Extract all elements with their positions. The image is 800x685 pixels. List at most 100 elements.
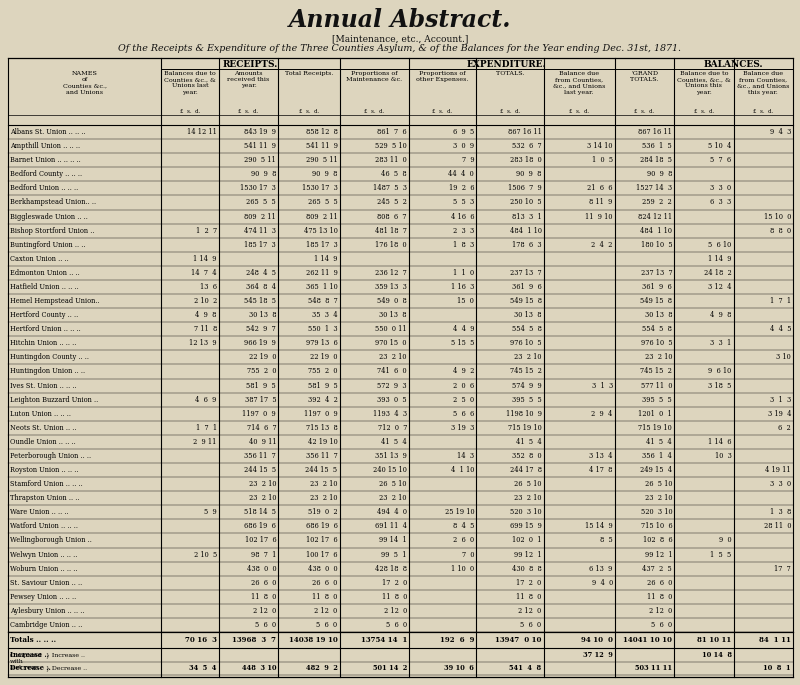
- Text: 5  6  0: 5 6 0: [386, 621, 407, 629]
- Text: 4  9  8: 4 9 8: [195, 311, 217, 319]
- Text: 30 13  8: 30 13 8: [514, 311, 542, 319]
- Text: 3 19  4: 3 19 4: [767, 410, 791, 418]
- Text: 11  8  0: 11 8 0: [516, 593, 542, 601]
- Text: Barnet Union .. .. .. ..: Barnet Union .. .. .. ..: [10, 156, 81, 164]
- Text: 84  1 11: 84 1 11: [759, 636, 791, 644]
- Text: 1  7  1: 1 7 1: [770, 297, 791, 305]
- Text: 290  5 11: 290 5 11: [245, 156, 276, 164]
- Text: 5  5  3: 5 5 3: [453, 199, 474, 206]
- Text: 2  9 11: 2 9 11: [194, 438, 217, 446]
- Text: 44  4  0: 44 4 0: [449, 171, 474, 178]
- Text: 46  5  8: 46 5 8: [382, 171, 407, 178]
- Text: 99  5  1: 99 5 1: [382, 551, 407, 558]
- Text: 9  4  0: 9 4 0: [591, 579, 613, 587]
- Text: Aylesbury Union .. .. ..: Aylesbury Union .. .. ..: [10, 607, 85, 615]
- Text: 21  6  6: 21 6 6: [587, 184, 613, 192]
- Text: RECEIPTS.: RECEIPTS.: [223, 60, 278, 68]
- Text: 824 12 11: 824 12 11: [638, 212, 672, 221]
- Text: 100 17  6: 100 17 6: [306, 551, 338, 558]
- Text: £  s.  d.: £ s. d.: [753, 109, 774, 114]
- Text: 3 12  4: 3 12 4: [708, 283, 732, 291]
- Text: 42 19 10: 42 19 10: [308, 438, 338, 446]
- Text: 13754 14  1: 13754 14 1: [361, 636, 407, 644]
- Text: 5 10  4: 5 10 4: [708, 142, 732, 150]
- Text: Berkhampstead Union.. ..: Berkhampstead Union.. ..: [10, 199, 96, 206]
- Text: 265  5  5: 265 5 5: [246, 199, 276, 206]
- Text: 2 12  0: 2 12 0: [253, 607, 276, 615]
- Text: 185 17  3: 185 17 3: [245, 240, 276, 249]
- Text: 1506  7  9: 1506 7 9: [508, 184, 542, 192]
- Text: 248  4  5: 248 4 5: [246, 269, 276, 277]
- Text: 2  4  2: 2 4 2: [591, 240, 613, 249]
- Text: 15 14  9: 15 14 9: [585, 523, 613, 530]
- Text: 180 10  5: 180 10 5: [641, 240, 672, 249]
- Text: Huntingdon County .. ..: Huntingdon County .. ..: [10, 353, 89, 362]
- Text: 5  6 10: 5 6 10: [708, 240, 732, 249]
- Text: Annual Abstract.: Annual Abstract.: [289, 8, 511, 32]
- Text: 2  3  3: 2 3 3: [453, 227, 474, 235]
- Text: £  s.  d.: £ s. d.: [364, 109, 385, 114]
- Text: 6 13  9: 6 13 9: [590, 564, 613, 573]
- Text: 577 11  0: 577 11 0: [641, 382, 672, 390]
- Text: 520  3 10: 520 3 10: [510, 508, 542, 516]
- Text: 541  4  8: 541 4 8: [510, 664, 542, 672]
- Text: 3 10: 3 10: [776, 353, 791, 362]
- Text: 970 15  0: 970 15 0: [375, 339, 407, 347]
- Text: 581  9  5: 581 9 5: [246, 382, 276, 390]
- Text: Bedford Union .. .. ..: Bedford Union .. .. ..: [10, 184, 78, 192]
- Text: 26  6  0: 26 6 0: [647, 579, 672, 587]
- Text: Ives St. Union .. .. ..: Ives St. Union .. .. ..: [10, 382, 77, 390]
- Text: 1197  0  9: 1197 0 9: [304, 410, 338, 418]
- Text: 99 12  1: 99 12 1: [645, 551, 672, 558]
- Text: 745 15  2: 745 15 2: [640, 367, 672, 375]
- Text: 2  0  6: 2 0 6: [453, 382, 474, 390]
- Text: 8  4  5: 8 4 5: [453, 523, 474, 530]
- Text: Hemel Hempstead Union..: Hemel Hempstead Union..: [10, 297, 100, 305]
- Text: Amounts
received this
year.: Amounts received this year.: [227, 71, 270, 88]
- Text: 550  1  3: 550 1 3: [308, 325, 338, 333]
- Text: 2 12  0: 2 12 0: [649, 607, 672, 615]
- Text: 23  2 10: 23 2 10: [514, 353, 542, 362]
- Text: 15 10  0: 15 10 0: [764, 212, 791, 221]
- Text: 240 15 10: 240 15 10: [373, 466, 407, 474]
- Text: Of the Receipts & Expenditure of the Three Counties Asylum, & of the Balances fo: Of the Receipts & Expenditure of the Thr…: [118, 44, 682, 53]
- Text: 236 12  7: 236 12 7: [375, 269, 407, 277]
- Text: 41  5  4: 41 5 4: [516, 438, 542, 446]
- Text: £  s.  d.: £ s. d.: [298, 109, 319, 114]
- Text: 41  5  4: 41 5 4: [381, 438, 407, 446]
- Text: 715 13  8: 715 13 8: [306, 424, 338, 432]
- Text: Total Receipts.: Total Receipts.: [285, 71, 333, 76]
- Text: 755  2  0: 755 2 0: [308, 367, 338, 375]
- Text: 17  2  0: 17 2 0: [516, 579, 542, 587]
- Text: 23  2 10: 23 2 10: [379, 495, 407, 502]
- Text: 519  0  2: 519 0 2: [308, 508, 338, 516]
- Text: 102 17  6: 102 17 6: [245, 536, 276, 545]
- Text: Hertford County .. ..: Hertford County .. ..: [10, 311, 78, 319]
- Text: 23  2 10: 23 2 10: [249, 495, 276, 502]
- Text: 70 16  3: 70 16 3: [185, 636, 217, 644]
- Text: 2  5  0: 2 5 0: [453, 396, 474, 403]
- Text: 37 12  9: 37 12 9: [583, 651, 613, 659]
- Text: 3 13  4: 3 13 4: [590, 452, 613, 460]
- Text: 7  0: 7 0: [462, 551, 474, 558]
- Text: Leighton Buzzard Union ..: Leighton Buzzard Union ..: [10, 396, 98, 403]
- Text: 364  8  4: 364 8 4: [246, 283, 276, 291]
- Text: 13  6: 13 6: [200, 283, 217, 291]
- Text: 1530 17  3: 1530 17 3: [240, 184, 276, 192]
- Text: 283 11  0: 283 11 0: [375, 156, 407, 164]
- Text: 81 10 11: 81 10 11: [698, 636, 732, 644]
- Text: 6  3  3: 6 3 3: [710, 199, 732, 206]
- Text: Albans St. Union .. .. ..: Albans St. Union .. .. ..: [10, 128, 86, 136]
- Text: 26  5 10: 26 5 10: [514, 480, 542, 488]
- Text: 745 15  2: 745 15 2: [510, 367, 542, 375]
- Text: 4  9  2: 4 9 2: [453, 367, 474, 375]
- Text: 550  0 11: 550 0 11: [375, 325, 407, 333]
- Text: 1 14  9: 1 14 9: [708, 255, 732, 263]
- Text: 14041 10 10: 14041 10 10: [623, 636, 672, 644]
- Text: 356  1  4: 356 1 4: [642, 452, 672, 460]
- Text: 178  6  3: 178 6 3: [512, 240, 542, 249]
- Text: 529  5 10: 529 5 10: [375, 142, 407, 150]
- Text: Cambridge Union .. ..: Cambridge Union .. ..: [10, 621, 82, 629]
- Text: 494  4  0: 494 4 0: [377, 508, 407, 516]
- Text: 5  7  6: 5 7 6: [710, 156, 732, 164]
